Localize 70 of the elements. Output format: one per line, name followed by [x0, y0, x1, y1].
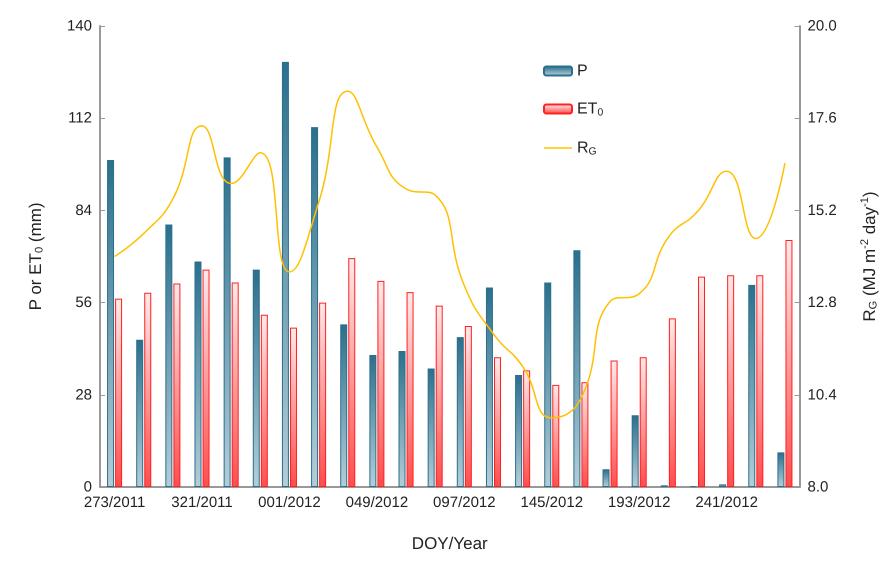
bar: [406, 292, 414, 487]
bar: [115, 298, 122, 487]
bar: [348, 258, 356, 487]
bar: [552, 384, 560, 487]
x-tick-label: 001/2012: [258, 494, 321, 511]
x-tick-label: 145/2012: [520, 494, 584, 511]
bar: [785, 240, 792, 487]
line-series: [114, 90, 786, 419]
bar: [377, 280, 384, 487]
y-tick-label: 140: [66, 18, 92, 34]
bar: [581, 382, 588, 487]
bar: [144, 292, 152, 487]
bar: [573, 250, 580, 487]
y2-tick-label: 8.0: [808, 478, 828, 496]
bar: [232, 282, 239, 487]
y2-axis-title: RG (MJ m-2 day-1): [859, 191, 880, 322]
bar: [464, 326, 472, 487]
bar: [610, 360, 618, 487]
bar: [428, 368, 435, 487]
y-tick-label: 56: [75, 294, 92, 312]
x-tick-label: 193/2012: [608, 494, 670, 511]
bar: [632, 415, 639, 487]
bar: [515, 375, 522, 487]
x-tick-label: 049/2012: [346, 494, 408, 511]
bar: [290, 328, 297, 487]
bar: [319, 302, 326, 487]
bar: [602, 469, 610, 487]
y-tick-label: 112: [68, 110, 92, 127]
y2-tick-label: 12.8: [808, 294, 837, 312]
bar: [252, 270, 260, 487]
y2-tick-label: 17.6: [808, 110, 837, 127]
bar: [165, 224, 172, 487]
bar: [311, 127, 318, 487]
x-tick-label: 097/2012: [433, 494, 496, 511]
bar: [544, 282, 552, 487]
bar: [436, 306, 443, 487]
bar: [727, 275, 734, 487]
bar: [668, 318, 676, 487]
y2-tick-label: 10.4: [808, 386, 837, 404]
bar: [494, 357, 501, 487]
bar: [282, 62, 289, 487]
legend-label: P: [577, 62, 588, 80]
bar: [698, 276, 706, 487]
x-axis-title: DOY/Year: [412, 534, 488, 553]
bar: [224, 157, 231, 487]
y-axis-title: P or ET0 (mm): [26, 202, 46, 310]
bar: [173, 284, 180, 487]
bar: [398, 351, 406, 487]
bar: [456, 337, 464, 487]
y-tick-label: 0: [84, 478, 92, 496]
bar: [777, 452, 784, 487]
y-tick-label: 84: [75, 202, 92, 219]
bar: [756, 275, 764, 487]
bar: [194, 261, 202, 487]
y2-tick-label: 20.0: [808, 18, 837, 34]
x-tick-label: 321/2011: [171, 494, 233, 511]
bar: [486, 287, 493, 487]
bar: [640, 357, 647, 487]
bar: [136, 340, 144, 487]
bar: [260, 314, 268, 487]
bar: [202, 270, 210, 487]
bar: [340, 324, 348, 487]
bar: [369, 354, 376, 487]
bar: [748, 284, 756, 487]
y2-tick-label: 15.2: [808, 202, 837, 219]
x-tick-label: 241/2012: [695, 494, 758, 511]
bar: [523, 370, 530, 487]
x-tick-label: 273/2011: [84, 494, 146, 511]
y-tick-label: 28: [75, 386, 92, 404]
bar: [107, 160, 114, 487]
